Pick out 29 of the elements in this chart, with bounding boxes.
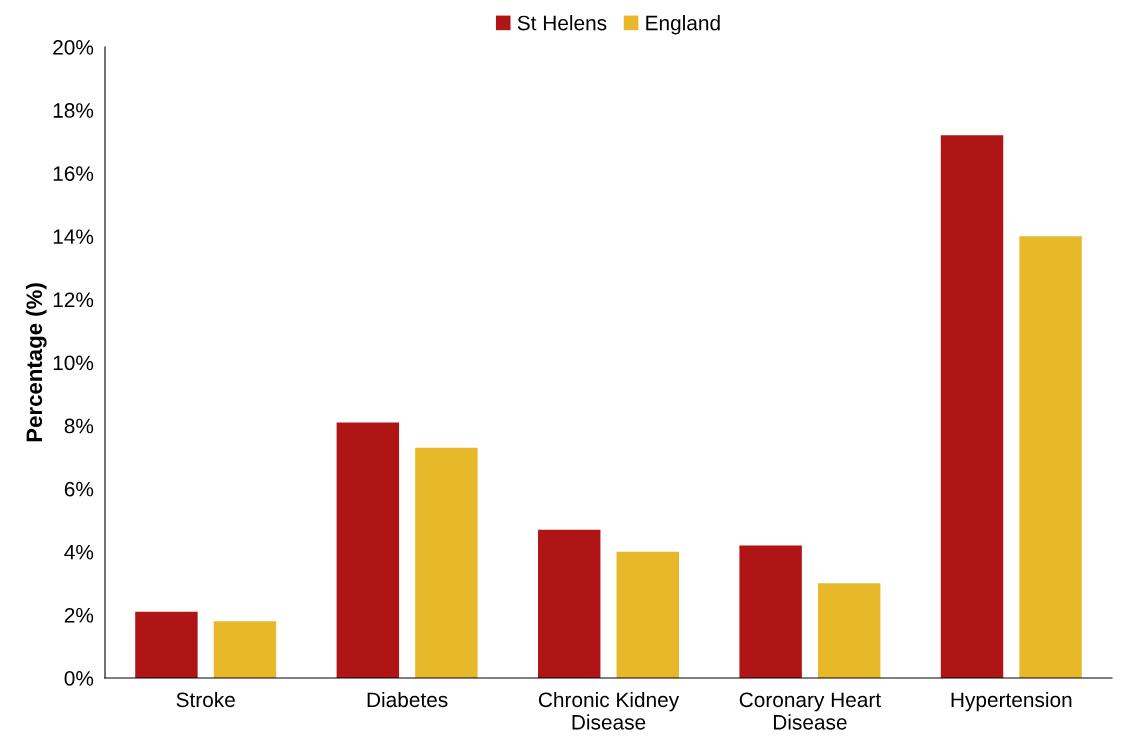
legend-label: St Helens <box>517 15 607 31</box>
bar <box>415 447 478 678</box>
y-tick-label: 14% <box>53 229 94 244</box>
bar <box>336 422 400 678</box>
x-tick-label: Hypertension <box>951 691 1072 712</box>
x-tick-label: Diabetes <box>367 691 448 708</box>
y-tick-label: 0% <box>64 671 94 686</box>
bar <box>213 621 277 678</box>
legend-label: England <box>646 15 720 35</box>
bar <box>616 551 679 678</box>
y-axis-title: Percentage (%) <box>25 283 47 442</box>
y-tick-label: 16% <box>53 166 94 181</box>
bar <box>135 611 198 678</box>
bar <box>538 529 601 678</box>
y-tick-label: 6% <box>64 481 94 497</box>
bar <box>817 583 881 678</box>
y-tick-label: 12% <box>53 292 94 308</box>
bar <box>1019 236 1082 678</box>
bar <box>940 135 1004 678</box>
y-tick-label: 10% <box>53 355 94 371</box>
y-tick-label: 20% <box>53 40 94 55</box>
x-tick-label: Coronary Heart Disease <box>739 692 881 730</box>
x-tick-label: Chronic Kidney Disease <box>538 691 680 730</box>
y-tick-label: 2% <box>64 607 94 623</box>
x-tick-label: Stroke <box>176 691 235 708</box>
y-tick-label: 4% <box>64 544 94 560</box>
bar <box>739 545 802 678</box>
y-tick-label: 18% <box>53 103 94 118</box>
y-tick-label: 8% <box>64 418 94 434</box>
